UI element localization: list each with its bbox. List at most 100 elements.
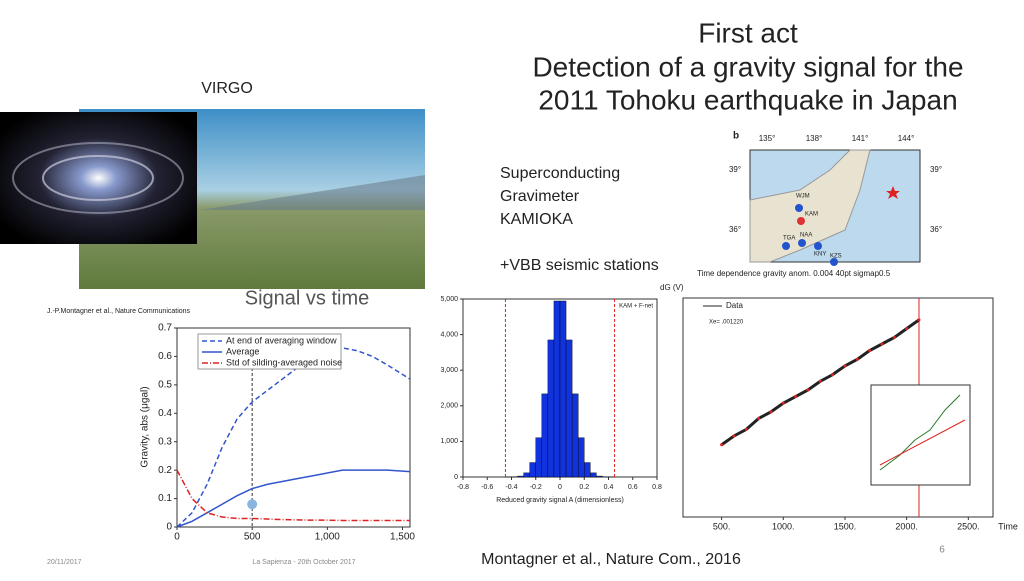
citation: Montagner et al., Nature Com., 2016	[481, 551, 741, 568]
x-axis-label: Reduced gravity signal A (dimensionless)	[496, 497, 624, 504]
y-tick-label: 1,000	[440, 438, 458, 445]
series-line	[177, 470, 410, 520]
map-lat: 36°	[930, 225, 942, 234]
hist-bar	[572, 394, 578, 477]
x-tick-label: 2000.	[895, 521, 918, 531]
hist-bar	[560, 301, 566, 477]
text-line: KAMIOKA	[500, 211, 573, 228]
hist-bar	[524, 473, 530, 477]
legend-label: At end of averaging window	[226, 335, 337, 345]
hist-bar	[548, 340, 554, 477]
hist-bar	[530, 463, 536, 477]
page-number: 6	[939, 545, 945, 556]
station-label: KZS	[830, 254, 842, 260]
y-tick-label: 2,000	[440, 403, 458, 410]
x-tick-label: 1,500	[390, 532, 415, 543]
hist-bar	[578, 438, 584, 477]
station	[795, 204, 803, 212]
map-lon: 138°	[806, 134, 823, 143]
y-tick-label: 0.2	[158, 465, 172, 476]
hist-bar	[518, 476, 524, 477]
data-point	[917, 318, 920, 321]
data-point	[745, 428, 748, 431]
marker-dot	[247, 499, 257, 509]
series-line	[177, 348, 410, 527]
text-line: Superconducting	[500, 165, 620, 182]
map-lat: 36°	[729, 225, 741, 234]
data-point	[905, 327, 908, 330]
hist-bar	[536, 438, 542, 477]
x-tick-label: 500.	[713, 521, 731, 531]
hist-bar	[584, 463, 590, 477]
station	[814, 242, 822, 250]
x-tick-label: 1000.	[772, 521, 795, 531]
y-tick-label: 0.5	[158, 379, 172, 390]
note: Xe= .001220	[709, 320, 744, 326]
y-tick-label: 3,000	[440, 367, 458, 374]
x-tick-label: 1,000	[315, 532, 340, 543]
title-line: First act	[698, 17, 798, 48]
y-tick-label: 0	[166, 522, 172, 533]
hist-bar	[542, 394, 548, 477]
y-axis-label: Gravity, abs (μgal)	[140, 386, 151, 467]
data-point	[868, 349, 871, 352]
text-line: +VBB seismic stations	[500, 257, 659, 274]
data-point	[732, 434, 735, 437]
footer-event: La Sapienza - 20th October 2017	[252, 559, 355, 566]
hist-bar	[566, 340, 572, 477]
y-tick-label: 0.6	[158, 351, 172, 362]
credit: J.-P.Montagner et al., Nature Communicat…	[47, 308, 191, 315]
station	[782, 242, 790, 250]
data-point	[831, 373, 834, 376]
hist-bar	[590, 473, 596, 477]
station	[797, 217, 805, 225]
y-axis-label: dG (V)	[660, 283, 684, 292]
y-tick-label: 4,000	[440, 331, 458, 338]
title-line: Detection of a gravity signal for the	[532, 51, 963, 82]
data-point	[794, 395, 797, 398]
x-tick-label: 0	[174, 532, 180, 543]
map-lon: 135°	[759, 134, 776, 143]
x-tick-label: 1500.	[834, 521, 857, 531]
map-lon: 141°	[852, 134, 869, 143]
x-axis-label: Time	[998, 521, 1018, 531]
hist-bar	[596, 476, 602, 477]
x-tick-label: 0	[558, 484, 562, 491]
data-point	[893, 336, 896, 339]
signal-caption: Signal vs time	[245, 287, 370, 309]
legend-label: Data	[726, 301, 743, 310]
x-tick-label: 500	[244, 532, 261, 543]
data-point	[880, 342, 883, 345]
station-label: NAA	[800, 233, 812, 239]
data-point	[856, 358, 859, 361]
y-tick-label: 0.7	[158, 323, 172, 334]
y-tick-label: 0	[454, 474, 458, 481]
y-tick-label: 0.1	[158, 493, 172, 504]
x-tick-label: 0.4	[604, 484, 614, 491]
y-tick-label: 5,000	[440, 296, 458, 303]
x-tick-label: 2500.	[957, 521, 980, 531]
x-tick-label: 0.6	[628, 484, 638, 491]
station-label: KAM	[805, 212, 818, 218]
legend-label: Std of silding-averaged noise	[226, 357, 342, 367]
hist-bar	[554, 301, 560, 477]
data-point	[769, 410, 772, 413]
data-point	[806, 388, 809, 391]
data-point	[843, 364, 846, 367]
station-label: WJM	[796, 194, 810, 200]
series-line	[177, 470, 410, 527]
data-point	[720, 443, 723, 446]
x-tick-label: 0.8	[652, 484, 662, 491]
virgo-label: VIRGO	[201, 80, 253, 97]
station	[798, 239, 806, 247]
x-tick-label: -0.8	[457, 484, 469, 491]
footer-date: 20/11/2017	[47, 559, 82, 566]
chart-title: Time dependence gravity anom. 0.004 40pt…	[697, 269, 891, 278]
x-tick-label: -0.6	[481, 484, 493, 491]
y-tick-label: 0.4	[158, 408, 172, 419]
x-tick-label: -0.2	[530, 484, 542, 491]
station-label: KNY	[814, 252, 826, 258]
map-panel: b	[733, 131, 739, 142]
